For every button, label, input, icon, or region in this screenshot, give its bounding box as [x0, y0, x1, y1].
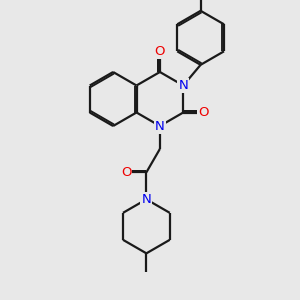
Text: O: O	[198, 106, 209, 119]
Text: O: O	[154, 45, 165, 58]
Text: N: N	[155, 119, 165, 133]
Text: N: N	[142, 193, 151, 206]
Text: O: O	[121, 166, 131, 179]
Text: N: N	[178, 79, 188, 92]
